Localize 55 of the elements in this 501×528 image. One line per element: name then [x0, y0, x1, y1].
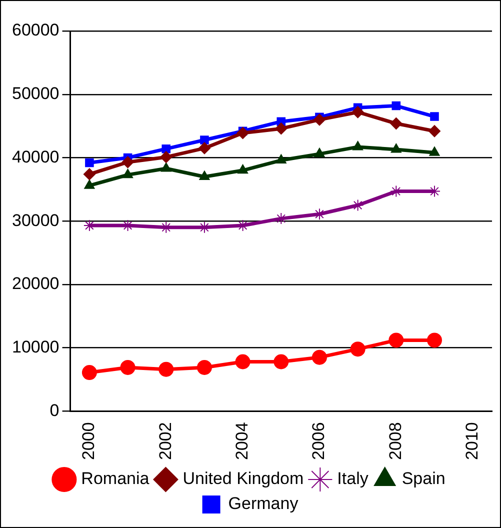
legend-label: United Kingdom	[182, 469, 304, 488]
y-tick-label: 0	[50, 400, 60, 420]
x-tick-label: 2008	[386, 422, 405, 460]
y-tick-label: 60000	[12, 20, 60, 40]
point	[352, 140, 364, 150]
point	[199, 170, 210, 180]
point	[84, 180, 95, 189]
point	[198, 142, 210, 154]
point	[83, 220, 96, 232]
point	[429, 146, 440, 156]
point	[350, 342, 366, 357]
point	[313, 114, 326, 126]
x-tick-label: 2002	[156, 422, 175, 460]
x-tick-label: 2010	[462, 422, 482, 460]
point	[274, 354, 289, 370]
point	[388, 332, 404, 348]
point	[390, 143, 402, 153]
point	[428, 125, 440, 138]
point	[238, 164, 248, 174]
point	[82, 365, 97, 380]
point	[236, 127, 249, 140]
point	[196, 360, 212, 375]
point	[275, 122, 288, 135]
y-tick-label: 10000	[12, 338, 60, 357]
x-tick-label: 2006	[309, 422, 328, 460]
point	[83, 168, 96, 180]
legend-label: Italy	[337, 469, 369, 488]
y-tick-label: 30000	[12, 210, 60, 230]
point	[392, 101, 401, 110]
point	[122, 168, 134, 178]
point	[276, 154, 286, 164]
legend-label: Germany	[228, 494, 299, 514]
point	[200, 136, 209, 144]
point	[390, 118, 402, 130]
legend-label: Romania	[81, 469, 150, 488]
point	[312, 350, 327, 365]
point	[426, 332, 442, 348]
point	[160, 151, 172, 164]
legend-label: Spain	[402, 469, 446, 488]
y-tick-label: 50000	[12, 84, 60, 104]
point	[120, 360, 136, 375]
point	[158, 362, 174, 377]
point	[85, 158, 94, 168]
point	[352, 106, 364, 118]
point	[430, 112, 439, 121]
y-tick-label: 40000	[12, 147, 60, 166]
x-tick-label: 2000	[79, 422, 98, 460]
point	[160, 162, 172, 172]
point	[162, 144, 171, 154]
point	[352, 199, 364, 212]
point	[235, 354, 250, 370]
point	[314, 148, 325, 158]
y-tick-label: 20000	[12, 274, 60, 294]
point	[122, 156, 134, 168]
x-tick-label: 2004	[232, 422, 252, 460]
